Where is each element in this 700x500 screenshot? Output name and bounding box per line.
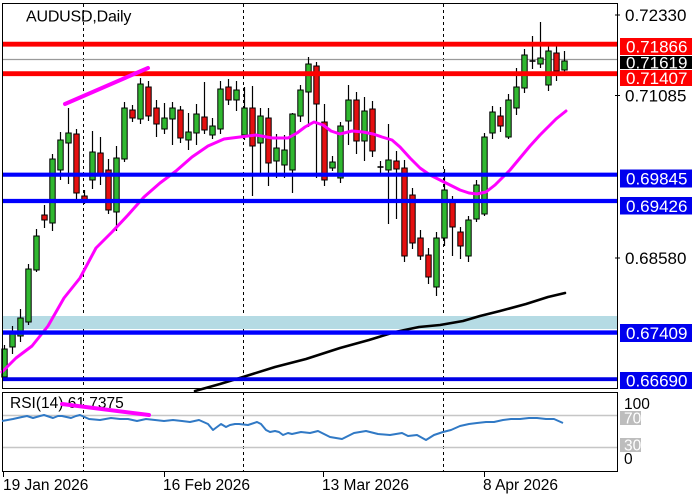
svg-text:0.71619: 0.71619 [626,54,687,73]
svg-text:13 Mar 2026: 13 Mar 2026 [322,477,409,494]
svg-text:19 Jan 2026: 19 Jan 2026 [3,477,88,494]
svg-text:0.71085: 0.71085 [625,87,686,106]
svg-text:70: 70 [624,411,642,428]
svg-text:0.69845: 0.69845 [626,170,687,189]
svg-text:100: 100 [624,396,650,413]
svg-text:0.66690: 0.66690 [626,372,687,391]
svg-text:0.68580: 0.68580 [625,249,686,268]
svg-text:30: 30 [624,438,642,455]
svg-text:0.67409: 0.67409 [626,324,687,343]
svg-text:0.71866: 0.71866 [626,38,687,57]
svg-text:AUDUSD,Daily: AUDUSD,Daily [26,9,131,26]
svg-text:8 Apr 2026: 8 Apr 2026 [483,477,558,494]
svg-text:0.71407: 0.71407 [626,69,687,88]
svg-text:16 Feb 2026: 16 Feb 2026 [163,477,250,494]
svg-text:0: 0 [624,451,633,468]
svg-text:0.69426: 0.69426 [626,197,687,216]
svg-text:0.72330: 0.72330 [625,6,686,25]
